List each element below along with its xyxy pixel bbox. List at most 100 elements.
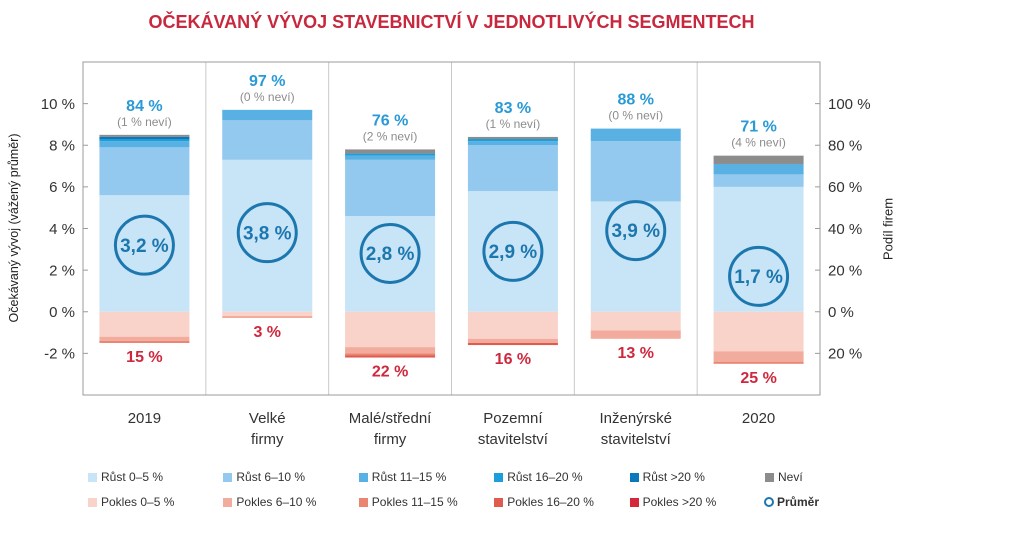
bar-segment bbox=[590, 141, 681, 202]
left-axis-tick-label: 2 % bbox=[49, 262, 75, 279]
legend-swatch bbox=[629, 497, 639, 507]
decline-share-label: 16 % bbox=[495, 351, 531, 368]
right-axis-title: Podíl firem bbox=[880, 197, 896, 261]
decline-share-label: 3 % bbox=[253, 324, 281, 341]
bar-segment bbox=[222, 315, 313, 318]
average-label: 3,8 % bbox=[243, 223, 292, 244]
legend-label: Růst 6–10 % bbox=[236, 470, 306, 484]
category-label: Inženýrské stavitelství bbox=[599, 410, 673, 448]
legend-label: Růst >20 % bbox=[642, 470, 705, 484]
dont-know-label: (4 % neví) bbox=[731, 136, 786, 150]
legend-item: Pokles 6–10 % bbox=[223, 494, 316, 510]
legend-label: Pokles 11–15 % bbox=[371, 495, 458, 509]
legend-label: Růst 16–20 % bbox=[507, 470, 583, 484]
bar-segment bbox=[345, 159, 436, 217]
legend-label: Pokles 0–5 % bbox=[101, 495, 175, 509]
legend-label: Pokles >20 % bbox=[642, 495, 717, 509]
legend-item: Pokles 0–5 % bbox=[88, 494, 174, 510]
legend-label: Pokles 6–10 % bbox=[236, 495, 317, 509]
legend-swatch bbox=[494, 497, 504, 507]
legend-swatch bbox=[88, 497, 97, 507]
average-label: 2,8 % bbox=[366, 244, 415, 265]
bar-segment bbox=[345, 355, 436, 358]
legend-swatch bbox=[494, 472, 504, 482]
bar-segment bbox=[467, 141, 558, 146]
legend-item: Průměr bbox=[764, 494, 819, 510]
legend-label: Průměr bbox=[777, 495, 820, 509]
legend-swatch bbox=[223, 497, 233, 507]
right-axis-tick-label: 100 % bbox=[828, 96, 871, 113]
dont-know-label: (0 % neví) bbox=[240, 90, 295, 104]
legend-item: Pokles 11–15 % bbox=[358, 494, 458, 510]
decline-share-label: 25 % bbox=[740, 370, 776, 387]
legend-item: Neví bbox=[765, 469, 803, 485]
bar-segment bbox=[713, 163, 804, 175]
legend-label: Růst 11–15 % bbox=[371, 470, 447, 484]
growth-share-label: 84 % bbox=[126, 98, 162, 115]
bar-segment bbox=[713, 351, 804, 362]
legend-item: Pokles >20 % bbox=[629, 494, 717, 510]
bar-stack bbox=[713, 155, 804, 364]
bar-segment bbox=[590, 201, 681, 312]
dont-know-label: (1 % neví) bbox=[117, 115, 172, 129]
bar-segment bbox=[345, 155, 436, 160]
right-axis-tick-label: 20 % bbox=[828, 262, 862, 279]
bar-segment bbox=[590, 311, 681, 331]
legend-swatch bbox=[358, 472, 368, 482]
legend-label: Neví bbox=[778, 470, 803, 484]
right-axis-tick-label: 0 % bbox=[828, 304, 854, 321]
bar-segment bbox=[590, 128, 681, 142]
left-axis-tick-label: -2 % bbox=[44, 346, 75, 363]
average-label: 3,2 % bbox=[120, 236, 169, 257]
average-marker bbox=[605, 200, 667, 262]
dont-know-label: (1 % neví) bbox=[486, 117, 541, 131]
bar-segment bbox=[222, 109, 313, 121]
bar-segment bbox=[99, 195, 190, 312]
legend-item: Růst 11–15 % bbox=[358, 469, 447, 485]
right-axis-tick-label: 40 % bbox=[828, 221, 862, 238]
bar-segment bbox=[345, 347, 436, 354]
legend-swatch bbox=[358, 497, 368, 507]
bar-segment bbox=[467, 342, 558, 346]
legend-item: Růst >20 % bbox=[629, 469, 705, 485]
legend-swatch bbox=[223, 472, 233, 482]
category-label: Malé/střední firmy bbox=[348, 410, 432, 448]
legend-item: Pokles 16–20 % bbox=[494, 494, 594, 510]
average-label: 3,9 % bbox=[611, 221, 660, 242]
bar-segment bbox=[713, 311, 804, 352]
bar-stack bbox=[222, 109, 313, 318]
growth-share-label: 88 % bbox=[618, 92, 654, 109]
bar-segment bbox=[99, 139, 190, 142]
legend-label: Pokles 16–20 % bbox=[507, 495, 594, 509]
bar-segment bbox=[99, 336, 190, 341]
bar-segment bbox=[99, 311, 190, 337]
category-label: Velké firmy bbox=[248, 410, 286, 448]
right-axis-tick-label: 80 % bbox=[828, 138, 862, 155]
bar-segment bbox=[713, 155, 804, 164]
average-marker bbox=[113, 214, 175, 276]
legend-item: Růst 6–10 % bbox=[223, 469, 305, 485]
bar-segment bbox=[99, 147, 190, 196]
dont-know-label: (2 % neví) bbox=[363, 129, 418, 143]
bar-segment bbox=[713, 186, 804, 312]
legend-label: Růst 0–5 % bbox=[101, 470, 164, 484]
decline-share-label: 13 % bbox=[618, 345, 654, 362]
bar-stack bbox=[467, 136, 558, 346]
legend-average-circle-icon bbox=[764, 497, 774, 507]
left-axis-tick-label: 0 % bbox=[49, 304, 75, 321]
bar-stack bbox=[99, 134, 190, 343]
bar-segment bbox=[590, 330, 681, 339]
left-axis-tick-label: 8 % bbox=[49, 138, 75, 155]
left-axis-tick-label: 10 % bbox=[41, 96, 75, 113]
dont-know-label: (0 % neví) bbox=[608, 109, 663, 123]
growth-share-label: 76 % bbox=[372, 112, 408, 129]
bar-stack bbox=[590, 128, 681, 339]
bar-segment bbox=[222, 311, 313, 316]
legend-swatch bbox=[88, 472, 97, 482]
category-label: Pozemní stavitelství bbox=[477, 410, 548, 448]
decline-share-label: 22 % bbox=[372, 364, 408, 381]
legend-item: Růst 16–20 % bbox=[494, 469, 583, 485]
average-label: 2,9 % bbox=[489, 242, 538, 263]
